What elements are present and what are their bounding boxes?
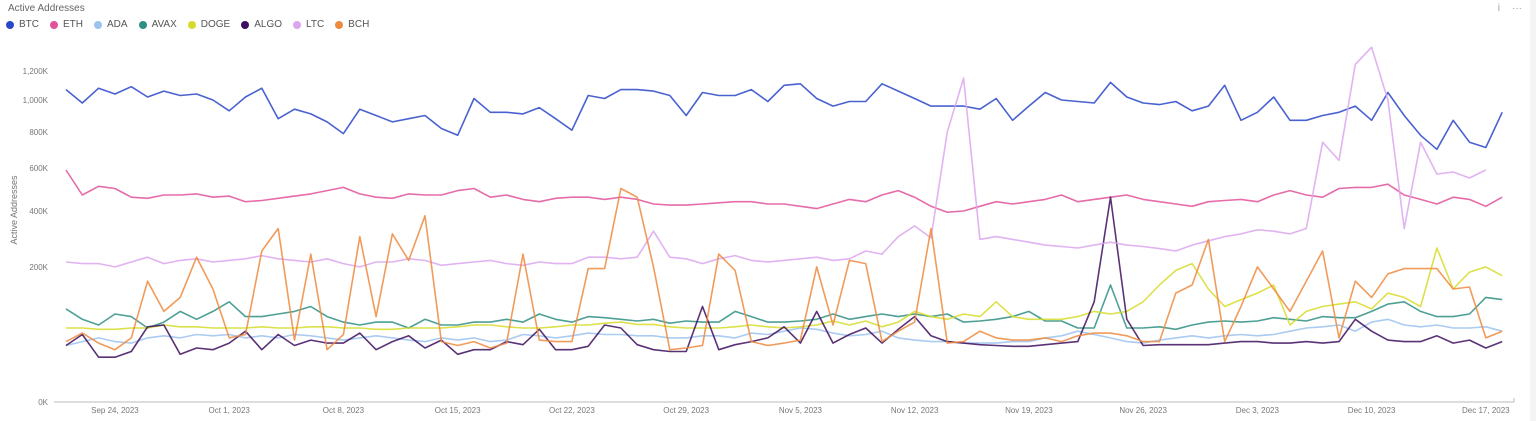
series-line-avax <box>65 284 1503 331</box>
legend-label: DOGE <box>200 19 231 30</box>
legend-dot-icon <box>138 20 147 29</box>
series-line-ada <box>65 318 1503 347</box>
legend-item-algo[interactable]: ALGO <box>241 19 282 30</box>
legend-label: BTC <box>19 19 39 30</box>
legend-label: AVAX <box>151 19 177 30</box>
y-tick-label: 1,200K <box>23 67 49 76</box>
x-tick-label: Dec 3, 2023 <box>1236 406 1280 415</box>
x-tick-label: Nov 19, 2023 <box>1005 406 1053 415</box>
x-tick-label: Dec 10, 2023 <box>1348 406 1396 415</box>
x-tick-label: Dec 17, 2023 <box>1462 406 1510 415</box>
series-line-bch <box>65 187 1503 351</box>
right-panel-edge <box>1530 0 1536 421</box>
legend-item-btc[interactable]: BTC <box>6 19 39 30</box>
y-tick-label: 1,000K <box>23 96 49 105</box>
legend-item-ltc[interactable]: LTC <box>293 19 324 30</box>
info-icon[interactable]: i <box>1497 3 1500 14</box>
y-axis-label: Active Addresses <box>9 175 19 245</box>
series-line-doge <box>66 247 1503 331</box>
series-line-algo <box>65 196 1503 358</box>
legend-dot-icon <box>94 20 102 29</box>
legend-label: ALGO <box>254 19 283 30</box>
x-tick-label: Nov 26, 2023 <box>1119 406 1167 415</box>
legend-label: ADA <box>107 19 128 30</box>
legend-item-ada[interactable]: ADA <box>94 19 128 30</box>
series-line-ltc <box>65 46 1487 268</box>
x-tick-label: Oct 29, 2023 <box>663 406 709 415</box>
legend-label: BCH <box>348 19 370 30</box>
legend-dot-icon <box>50 20 58 29</box>
legend-item-eth[interactable]: ETH <box>50 19 83 30</box>
legend-dot-icon <box>6 20 14 29</box>
x-tick-label: Sep 24, 2023 <box>91 406 139 415</box>
chart-toolbar: i ··· <box>1498 3 1522 14</box>
more-icon[interactable]: ··· <box>1512 3 1522 14</box>
legend-item-doge[interactable]: DOGE <box>187 19 231 30</box>
legend-label: LTC <box>306 19 325 30</box>
x-tick-label: Oct 1, 2023 <box>209 406 251 415</box>
x-tick-label: Oct 15, 2023 <box>435 406 481 415</box>
legend-dot-icon <box>293 20 302 29</box>
x-tick-label: Oct 22, 2023 <box>549 406 595 415</box>
y-tick-label: 800K <box>29 128 48 137</box>
legend-item-bch[interactable]: BCH <box>335 19 369 30</box>
legend-label: ETH <box>63 19 83 30</box>
series-line-btc <box>65 81 1503 151</box>
legend-dot-icon <box>187 20 196 29</box>
y-tick-label: 200K <box>29 263 48 272</box>
legend: BTC ETH ADA AVAX DOGE ALGO LTC BCH <box>6 19 380 30</box>
legend-item-avax[interactable]: AVAX <box>138 19 177 30</box>
legend-dot-icon <box>335 20 344 29</box>
y-tick-label: 0K <box>38 398 48 407</box>
x-tick-label: Nov 5, 2023 <box>779 406 823 415</box>
legend-dot-icon <box>241 20 250 29</box>
series-line-eth <box>65 169 1503 213</box>
y-tick-label: 600K <box>29 164 48 173</box>
y-tick-label: 400K <box>29 207 48 216</box>
chart-title: Active Addresses <box>8 3 85 14</box>
x-tick-label: Nov 12, 2023 <box>891 406 939 415</box>
x-tick-label: Oct 8, 2023 <box>323 406 365 415</box>
